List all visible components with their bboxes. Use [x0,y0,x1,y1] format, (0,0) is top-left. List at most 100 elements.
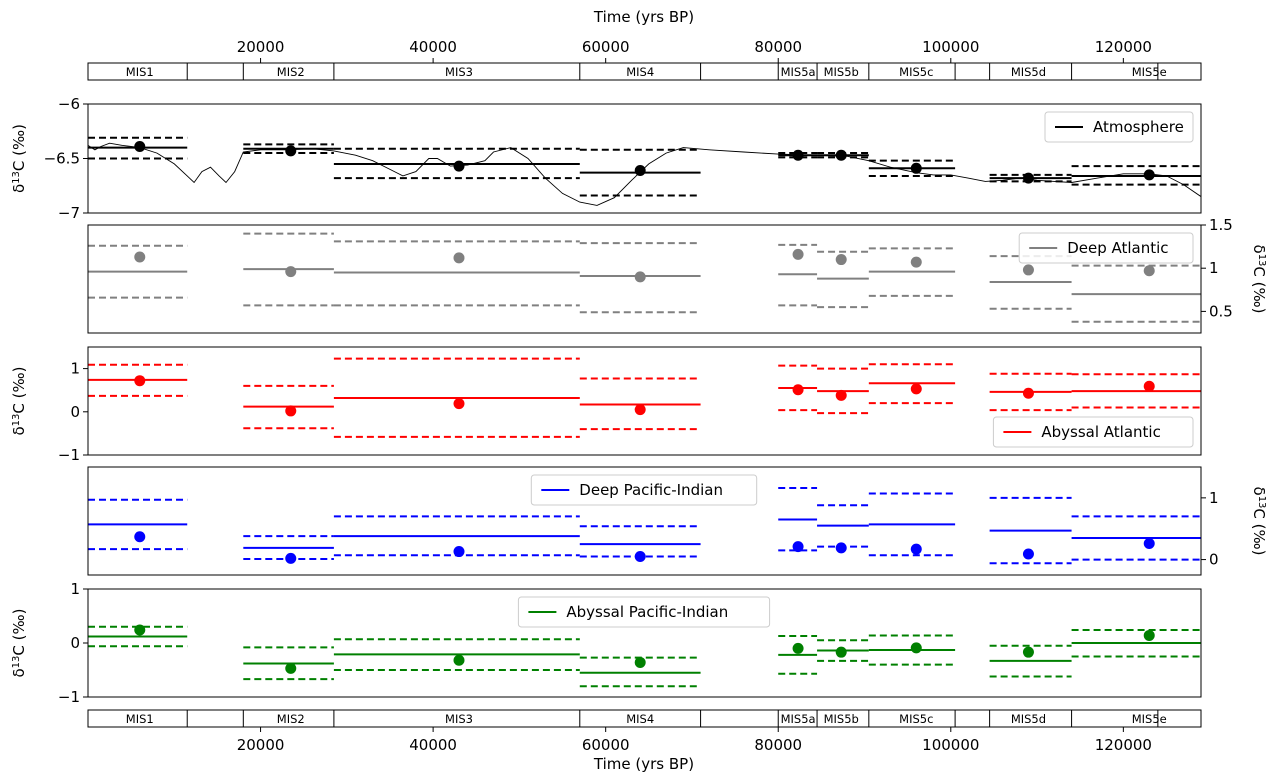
mis-label: MIS5d [1011,712,1046,726]
y-axis: 0.5 1 1.5 [1201,216,1233,320]
mis-label: MIS2 [277,65,305,79]
data-point [134,141,146,153]
y-tick-label: −1 [58,446,80,464]
y-axis-label-text: δ13C (‰) [10,367,28,436]
y-tick-label: −6.5 [44,150,80,168]
legend-label: Abyssal Pacific-Indian [566,603,728,621]
y-axis-label: δ13C (‰) [1250,245,1268,314]
mis-label: MIS5e [1132,65,1167,79]
mis-label: MIS4 [626,65,654,79]
y-tick-label: 1 [70,360,80,378]
data-point [453,252,465,264]
mis-label: MIS5c [899,712,933,726]
data-point [1143,265,1155,277]
plot-area [88,136,1201,206]
data-point [910,162,922,174]
y-tick-label: −6 [58,95,80,113]
mis-label: MIS3 [445,712,473,726]
x-tick-label: 120000 [1095,38,1152,56]
plot-area [88,232,1201,323]
data-point [285,662,297,674]
x-tick-label: 60000 [582,736,630,754]
legend: Deep Pacific-Indian [530,474,758,506]
y-tick-label: 1 [1209,259,1219,277]
x-tick-label: 120000 [1095,736,1152,754]
legend-box [1018,232,1194,264]
data-point [1143,169,1155,181]
y-tick-label: 0 [70,634,80,652]
data-point [285,552,297,564]
mis-label: MIS5a [781,712,816,726]
legend: Atmosphere [1044,111,1194,143]
legend: Abyssal Pacific-Indian [517,596,771,628]
data-point [835,149,847,161]
data-point [453,654,465,666]
data-point [1022,387,1034,399]
y-axis: −6 −6.5 −7 [44,95,88,222]
mis-label: MIS5d [1011,65,1046,79]
panel-frame [87,103,1202,214]
data-point [134,251,146,263]
y-axis-label-text: δ13C (‰) [10,609,28,678]
legend-label: Deep Pacific-Indian [579,481,723,499]
plot-area [88,624,1201,688]
data-point [1022,264,1034,276]
data-point [835,646,847,658]
y-axis: 1 0 −1 [58,360,88,464]
mis-label: MIS5e [1132,712,1167,726]
panels: −6 −6.5 −7 δ13C (‰) Atmosphere 0.5 1 1.5 δ13C (‰… [10,95,1268,706]
data-point [285,145,297,157]
x-tick-label: 40000 [409,38,457,56]
y-tick-label: −1 [58,688,80,706]
y-axis-label-text: δ13C (‰) [1250,245,1268,314]
plot-area [88,486,1201,565]
y-axis-label: δ13C (‰) [10,367,28,436]
data-point [1143,629,1155,641]
data-point [634,550,646,562]
mis-label: MIS2 [277,712,305,726]
legend-box [530,474,758,506]
mis-label: MIS1 [126,65,154,79]
data-point [792,248,804,260]
x-tick-label: 80000 [754,736,802,754]
top-axis-label: Time (yrs BP) [593,8,694,26]
data-point [1022,548,1034,560]
data-point [792,642,804,654]
panel-frame [87,466,1202,576]
data-point [792,149,804,161]
data-point [134,375,146,387]
data-point [285,405,297,417]
data-point [835,389,847,401]
y-axis-label: δ13C (‰) [10,609,28,678]
data-point [910,543,922,555]
y-axis-label-text: δ13C (‰) [1250,487,1268,556]
y-tick-label: 0 [1209,551,1219,569]
y-tick-label: −7 [58,204,80,222]
data-point [1143,538,1155,550]
y-axis-label-text: δ13C (‰) [10,124,28,193]
y-axis: 10 [1201,489,1219,569]
data-point [1022,172,1034,184]
data-point [285,266,297,278]
data-point [453,546,465,558]
data-point [1143,380,1155,392]
panel-abyssal-pacific-indian: 1 0 −1 δ13C (‰) Abyssal Pacific-Indian [10,580,1202,706]
plot-area [88,357,1201,438]
x-tick-label: 100000 [922,38,979,56]
legend: Abyssal Atlantic [992,416,1194,448]
legend: Deep Atlantic [1018,232,1194,264]
y-tick-label: 0 [70,403,80,421]
data-point [792,541,804,553]
data-point [910,642,922,654]
bottom-time-axis: 20000 40000 60000 80000 100000 120000 [237,727,1152,754]
data-point [634,656,646,668]
data-point [910,256,922,268]
x-tick-label: 20000 [237,736,285,754]
legend-box [1044,111,1194,143]
mis-label: MIS1 [126,712,154,726]
legend-box [517,596,771,628]
x-tick-label: 100000 [922,736,979,754]
legend-box [992,416,1194,448]
top-time-axis: 20000 40000 60000 80000 100000 120000 [237,38,1152,63]
